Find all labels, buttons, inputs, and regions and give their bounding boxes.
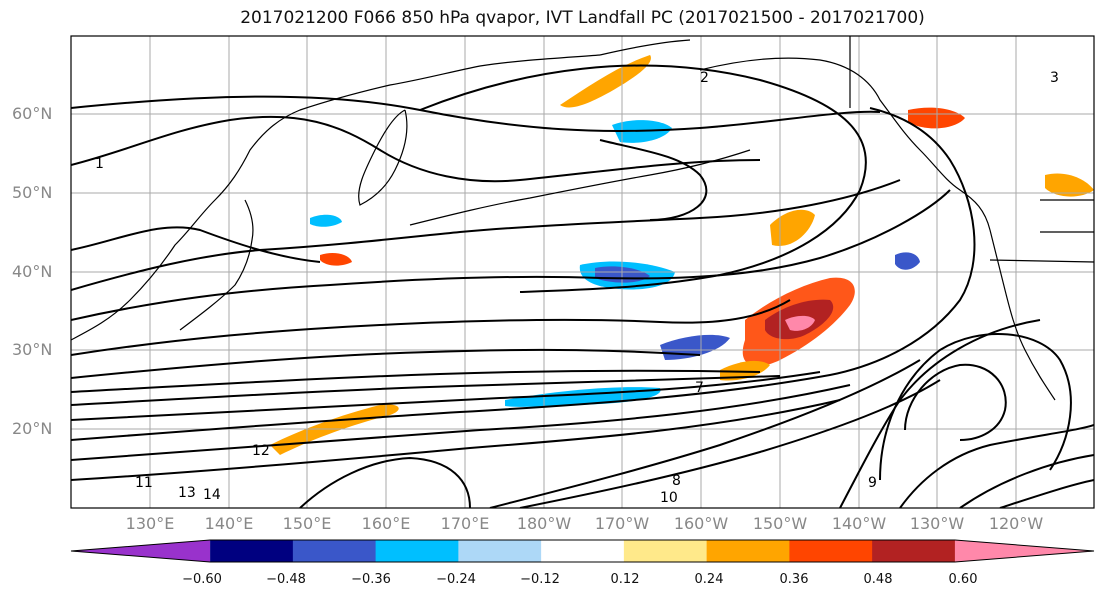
colorbar-tick-label: 0.60 — [948, 572, 978, 587]
contour-label-8: 8 — [672, 473, 681, 489]
warm-blob-kamchatka — [560, 55, 651, 108]
kamchatka — [358, 109, 408, 206]
ivt-contours — [71, 64, 1094, 508]
map-border — [70, 35, 1095, 509]
graticule — [71, 36, 1094, 508]
colorbar-extend-min — [71, 540, 211, 562]
lon-label-140w: 140°W — [831, 514, 887, 533]
contour-label-7: 7 — [695, 380, 704, 396]
colorbar-segment — [458, 540, 542, 562]
contour-label-3: 3 — [1050, 70, 1059, 86]
asia-coast — [71, 54, 601, 341]
lon-label-130e: 130°E — [125, 514, 175, 533]
contour-label-9: 9 — [868, 475, 877, 491]
colorbar — [70, 539, 1095, 563]
warm-blob-east — [1045, 173, 1094, 197]
colorbar-tick-label: −0.12 — [520, 572, 560, 587]
coastlines — [71, 36, 1094, 401]
contour-label-2: 2 — [700, 70, 709, 86]
colorbar-tick-label: −0.48 — [266, 572, 306, 587]
colorbar-segment — [541, 540, 625, 562]
lon-label-130w: 130°W — [909, 514, 965, 533]
colorbar-tick-label: −0.36 — [351, 572, 391, 587]
contour-labels: 1 2 3 7 8 9 10 11 12 13 14 — [95, 70, 1059, 506]
colorbar-segment — [706, 540, 790, 562]
ne-asia-coast — [599, 39, 691, 56]
cool-blob-west — [310, 214, 342, 227]
colorbar-segment — [789, 540, 873, 562]
lon-label-170w: 170°W — [594, 514, 650, 533]
colorbar-tick-label: 0.12 — [610, 572, 640, 587]
lat-label-30n: 30°N — [12, 340, 53, 359]
warm-anomaly-peak — [785, 315, 815, 331]
colorbar-tick-label: −0.24 — [436, 572, 476, 587]
lon-label-160e: 160°E — [361, 514, 411, 533]
contour-label-12: 12 — [252, 443, 270, 459]
warm-blob-west — [320, 252, 352, 266]
aleutians — [409, 149, 751, 226]
contour-label-14: 14 — [203, 487, 221, 503]
contour-label-11: 11 — [135, 475, 153, 491]
lon-label-140e: 140°E — [204, 514, 254, 533]
lat-label-60n: 60°N — [12, 104, 53, 123]
map-title: 2017021200 F066 850 hPa qvapor, IVT Land… — [240, 8, 925, 28]
lon-label-150w: 150°W — [752, 514, 808, 533]
lon-label-180w: 180°W — [516, 514, 572, 533]
colorbar-tick-label: 0.48 — [863, 572, 893, 587]
colorbar-outline — [70, 539, 1095, 563]
contour-label-10: 10 — [660, 490, 678, 506]
colorbar-segment — [872, 540, 956, 562]
cool-blob-coast — [895, 252, 920, 270]
canada-interior — [849, 36, 1094, 263]
contour-label-13: 13 — [178, 485, 196, 501]
lon-label-170e: 170°E — [440, 514, 490, 533]
colorbar-segment — [375, 540, 459, 562]
colorbar-segment — [210, 540, 294, 562]
colorbar-extend-max — [954, 540, 1094, 562]
colorbar-segment — [292, 540, 377, 562]
lat-label-40n: 40°N — [12, 262, 53, 281]
colorbar-tick-label: 0.36 — [779, 572, 809, 587]
colorbar-tick-label: −0.60 — [182, 572, 222, 587]
lon-label-160w: 160°W — [673, 514, 729, 533]
lat-label-20n: 20°N — [12, 419, 53, 438]
contour-label-1: 1 — [95, 156, 104, 172]
warm-blob-gulf — [770, 209, 815, 246]
lon-label-120w: 120°W — [988, 514, 1044, 533]
colorbar-segment — [623, 540, 708, 562]
colorbar-tick-label: 0.24 — [694, 572, 724, 587]
japan — [179, 199, 254, 331]
lon-label-150e: 150°E — [282, 514, 332, 533]
warm-anomaly-rim — [720, 360, 770, 381]
lat-label-50n: 50°N — [12, 183, 53, 202]
alaska-coast — [699, 57, 991, 231]
